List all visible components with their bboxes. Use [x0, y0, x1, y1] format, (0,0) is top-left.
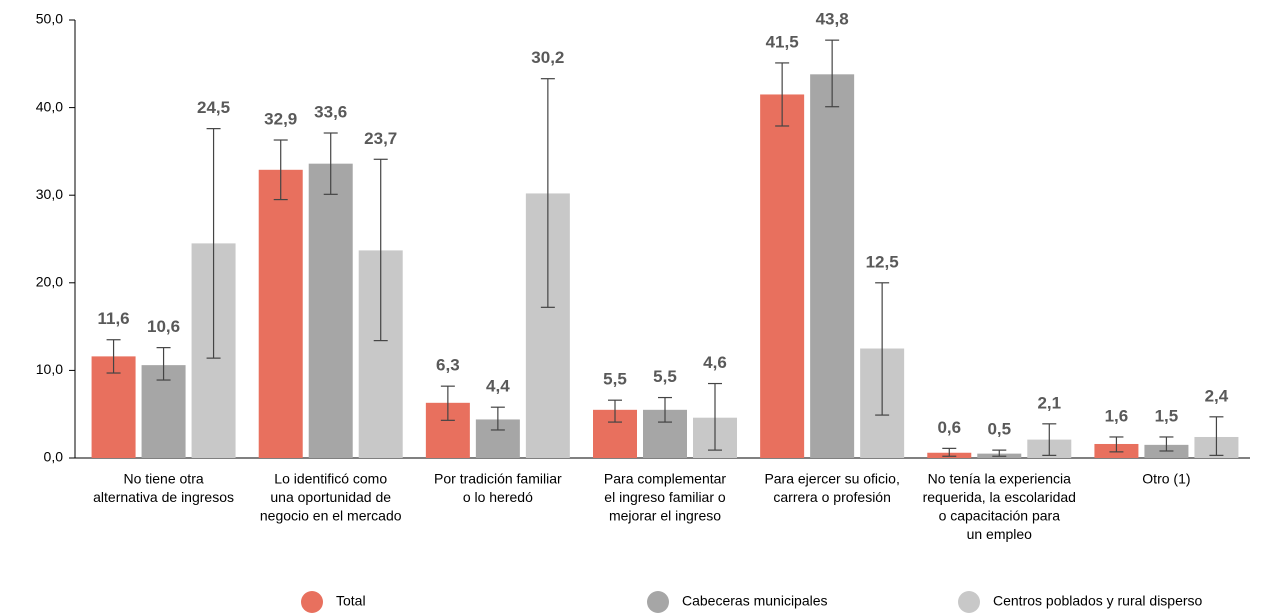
x-tick-label: una oportunidad de: [270, 489, 391, 505]
y-tick-label: 0,0: [44, 449, 64, 465]
value-label: 6,3: [436, 356, 460, 375]
value-label: 0,6: [937, 418, 961, 437]
y-tick-label: 40,0: [36, 98, 63, 114]
x-tick-label: o capacitación para: [939, 508, 1061, 524]
x-tick-label: Para complementar: [604, 471, 727, 487]
value-label: 33,6: [314, 102, 347, 121]
value-label: 30,2: [531, 48, 564, 67]
x-tick-label: carrera o profesión: [773, 489, 891, 505]
x-tick-label: Para ejercer su oficio,: [764, 471, 899, 487]
value-label: 2,1: [1037, 393, 1061, 412]
bar: [810, 74, 855, 458]
value-label: 10,6: [147, 317, 180, 336]
legend-swatch: [647, 591, 669, 613]
value-label: 41,5: [766, 32, 799, 51]
y-tick-label: 50,0: [36, 11, 63, 27]
x-tick-label: el ingreso familiar o: [604, 489, 726, 505]
legend-label: Centros poblados y rural disperso: [993, 593, 1203, 609]
legend-label: Cabeceras municipales: [682, 593, 828, 609]
x-tick-label: un empleo: [967, 526, 1033, 542]
x-tick-label: alternativa de ingresos: [93, 489, 234, 505]
value-label: 1,5: [1155, 406, 1179, 425]
value-label: 5,5: [653, 367, 677, 386]
value-label: 5,5: [603, 370, 627, 389]
x-tick-label: negocio en el mercado: [260, 508, 402, 524]
x-tick-label: o lo heredó: [463, 489, 533, 505]
value-label: 43,8: [816, 10, 849, 29]
x-tick-label: Otro (1): [1142, 471, 1190, 487]
bar: [308, 163, 353, 458]
legend-label: Total: [336, 593, 366, 609]
x-tick-label: No tenía la experiencia: [928, 471, 1071, 487]
bar: [258, 169, 303, 458]
bar: [760, 94, 805, 459]
value-label: 11,6: [97, 309, 129, 328]
value-label: 23,7: [364, 129, 397, 148]
x-tick-label: mejorar el ingreso: [609, 508, 721, 524]
value-label: 24,5: [197, 98, 230, 117]
legend-swatch: [301, 591, 323, 613]
legend-swatch: [958, 591, 980, 613]
value-label: 32,9: [264, 109, 297, 128]
value-label: 1,6: [1105, 406, 1129, 425]
x-tick-label: Por tradición familiar: [434, 471, 562, 487]
y-tick-label: 10,0: [36, 361, 63, 377]
value-label: 12,5: [866, 252, 899, 271]
x-tick-label: No tiene otra: [123, 471, 203, 487]
y-tick-label: 30,0: [36, 186, 63, 202]
x-tick-label: requerida, la escolaridad: [923, 489, 1076, 505]
x-tick-label: Lo identificó como: [274, 471, 387, 487]
value-label: 2,4: [1205, 386, 1229, 405]
value-label: 4,4: [486, 377, 510, 396]
value-label: 0,5: [987, 420, 1011, 439]
y-tick-label: 20,0: [36, 274, 63, 290]
value-label: 4,6: [703, 353, 727, 372]
